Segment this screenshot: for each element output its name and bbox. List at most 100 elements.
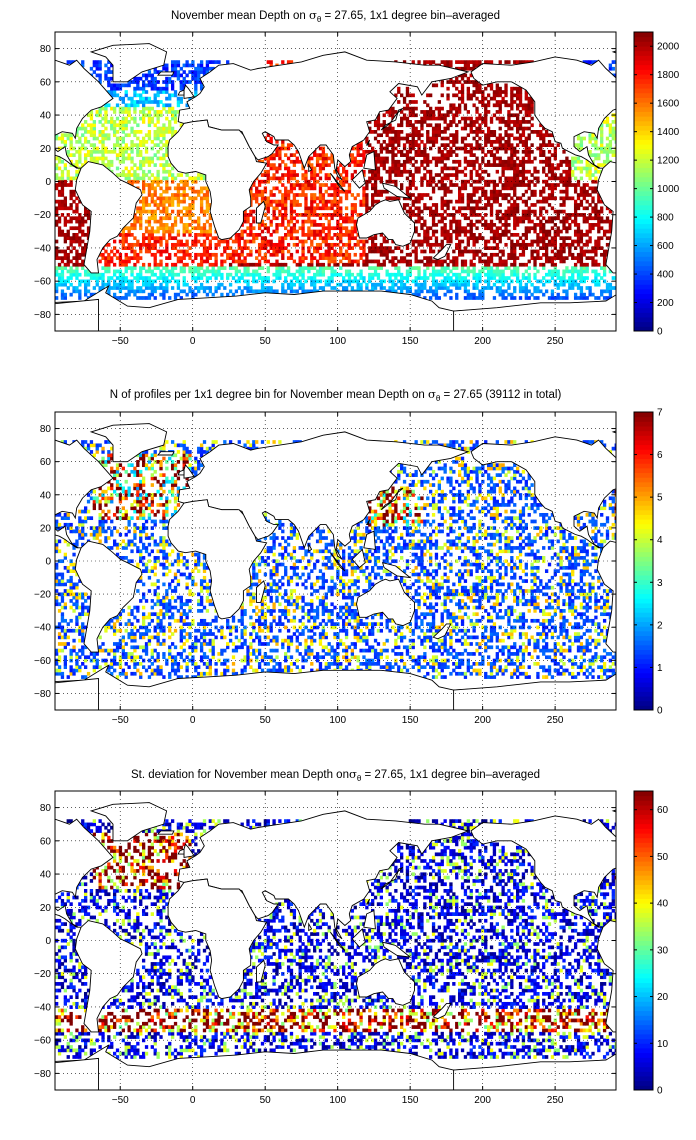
heat-cell <box>417 292 421 297</box>
heat-cell <box>565 296 569 300</box>
heat-cell <box>559 259 563 264</box>
heat-cell <box>170 209 175 214</box>
heat-cell <box>217 286 221 290</box>
heat-cell <box>304 289 308 294</box>
heat-cell <box>542 266 546 270</box>
heat-cell <box>289 173 294 177</box>
heat-cell <box>463 269 468 274</box>
heat-cell <box>602 163 607 167</box>
heat-cell <box>457 163 462 167</box>
heat-cell <box>284 276 288 280</box>
heat-cell <box>286 229 291 234</box>
heat-cell <box>75 169 79 174</box>
heat-cell <box>168 203 172 207</box>
heat-cell <box>484 226 488 231</box>
heat-cell <box>455 113 459 118</box>
heat-cell <box>594 239 598 244</box>
heat-cell <box>510 242 514 247</box>
heat-cell <box>153 266 157 270</box>
heat-cell <box>231 276 236 280</box>
heat-cell <box>414 206 418 211</box>
heat-cell <box>121 136 125 141</box>
heat-cell <box>397 90 401 94</box>
heat-cell <box>431 266 436 270</box>
heat-cell <box>342 242 346 247</box>
heat-cell <box>440 143 444 148</box>
heat-cell <box>408 143 413 148</box>
heat-cell <box>507 166 511 171</box>
heat-cell <box>510 133 514 138</box>
heat-cell <box>147 246 152 250</box>
heat-cell <box>292 223 297 227</box>
heat-cell <box>469 143 473 148</box>
heat-cell <box>350 259 355 264</box>
heat-cell <box>573 296 578 300</box>
heat-cell <box>202 229 207 234</box>
heat-cell <box>582 279 586 284</box>
heat-cell <box>597 213 601 217</box>
heat-cell <box>243 266 247 270</box>
heat-cell <box>133 176 137 181</box>
heat-cell <box>205 269 210 274</box>
heat-cell <box>133 116 137 121</box>
heat-cell <box>281 289 285 294</box>
heat-cell <box>588 286 592 290</box>
heat-cell <box>321 239 326 244</box>
heat-cell <box>281 256 285 260</box>
heat-cell <box>513 259 517 264</box>
heat-cell <box>350 153 355 157</box>
heat-cell <box>197 269 201 274</box>
heat-cell <box>150 100 154 104</box>
heat-cell <box>518 136 523 141</box>
heat-cell <box>388 272 392 277</box>
heat-cell <box>605 120 610 124</box>
heat-cell <box>530 193 534 197</box>
heat-cell <box>188 196 192 201</box>
heat-cell <box>504 193 508 197</box>
heat-cell <box>124 126 128 131</box>
heat-cell <box>608 282 613 287</box>
heat-cell <box>284 232 288 237</box>
heat-cell <box>463 206 468 211</box>
heat-cell <box>272 206 276 211</box>
heat-cell <box>214 272 218 277</box>
heat-cell <box>104 133 108 138</box>
heat-cell <box>400 149 404 154</box>
heat-cell <box>133 242 137 247</box>
heat-cell <box>518 183 523 187</box>
heat-cell <box>533 276 537 280</box>
heat-cell <box>240 236 244 241</box>
heat-cell <box>133 143 137 148</box>
heat-cell <box>429 169 433 174</box>
heat-cell <box>327 262 331 267</box>
heat-cell <box>223 249 227 254</box>
heat-cell <box>289 229 294 234</box>
heat-cell <box>402 203 407 207</box>
heat-cell <box>298 286 302 290</box>
heat-cell <box>69 143 73 148</box>
heat-cell <box>347 216 352 221</box>
heat-cell <box>431 136 436 141</box>
heat-cell <box>510 103 514 108</box>
heat-cell <box>214 236 218 241</box>
heat-cell <box>504 229 508 234</box>
heat-cell <box>315 173 320 177</box>
heat-cell <box>292 226 297 231</box>
heat-cell <box>104 282 108 287</box>
heat-cell <box>524 276 528 280</box>
heat-cell <box>347 242 352 247</box>
heat-cell <box>307 156 311 161</box>
heat-cell <box>86 289 91 294</box>
heat-cell <box>478 196 482 201</box>
heat-cell <box>344 169 349 174</box>
heat-cell <box>405 269 410 274</box>
heat-cell <box>292 272 297 277</box>
heat-cell <box>501 232 505 237</box>
heat-cell <box>133 86 137 91</box>
heat-cell <box>437 106 441 111</box>
heat-cell <box>257 183 262 187</box>
heat-cell <box>202 196 207 201</box>
heat-cell <box>159 216 163 221</box>
heat-cell <box>104 259 108 264</box>
heat-cell <box>92 133 96 138</box>
